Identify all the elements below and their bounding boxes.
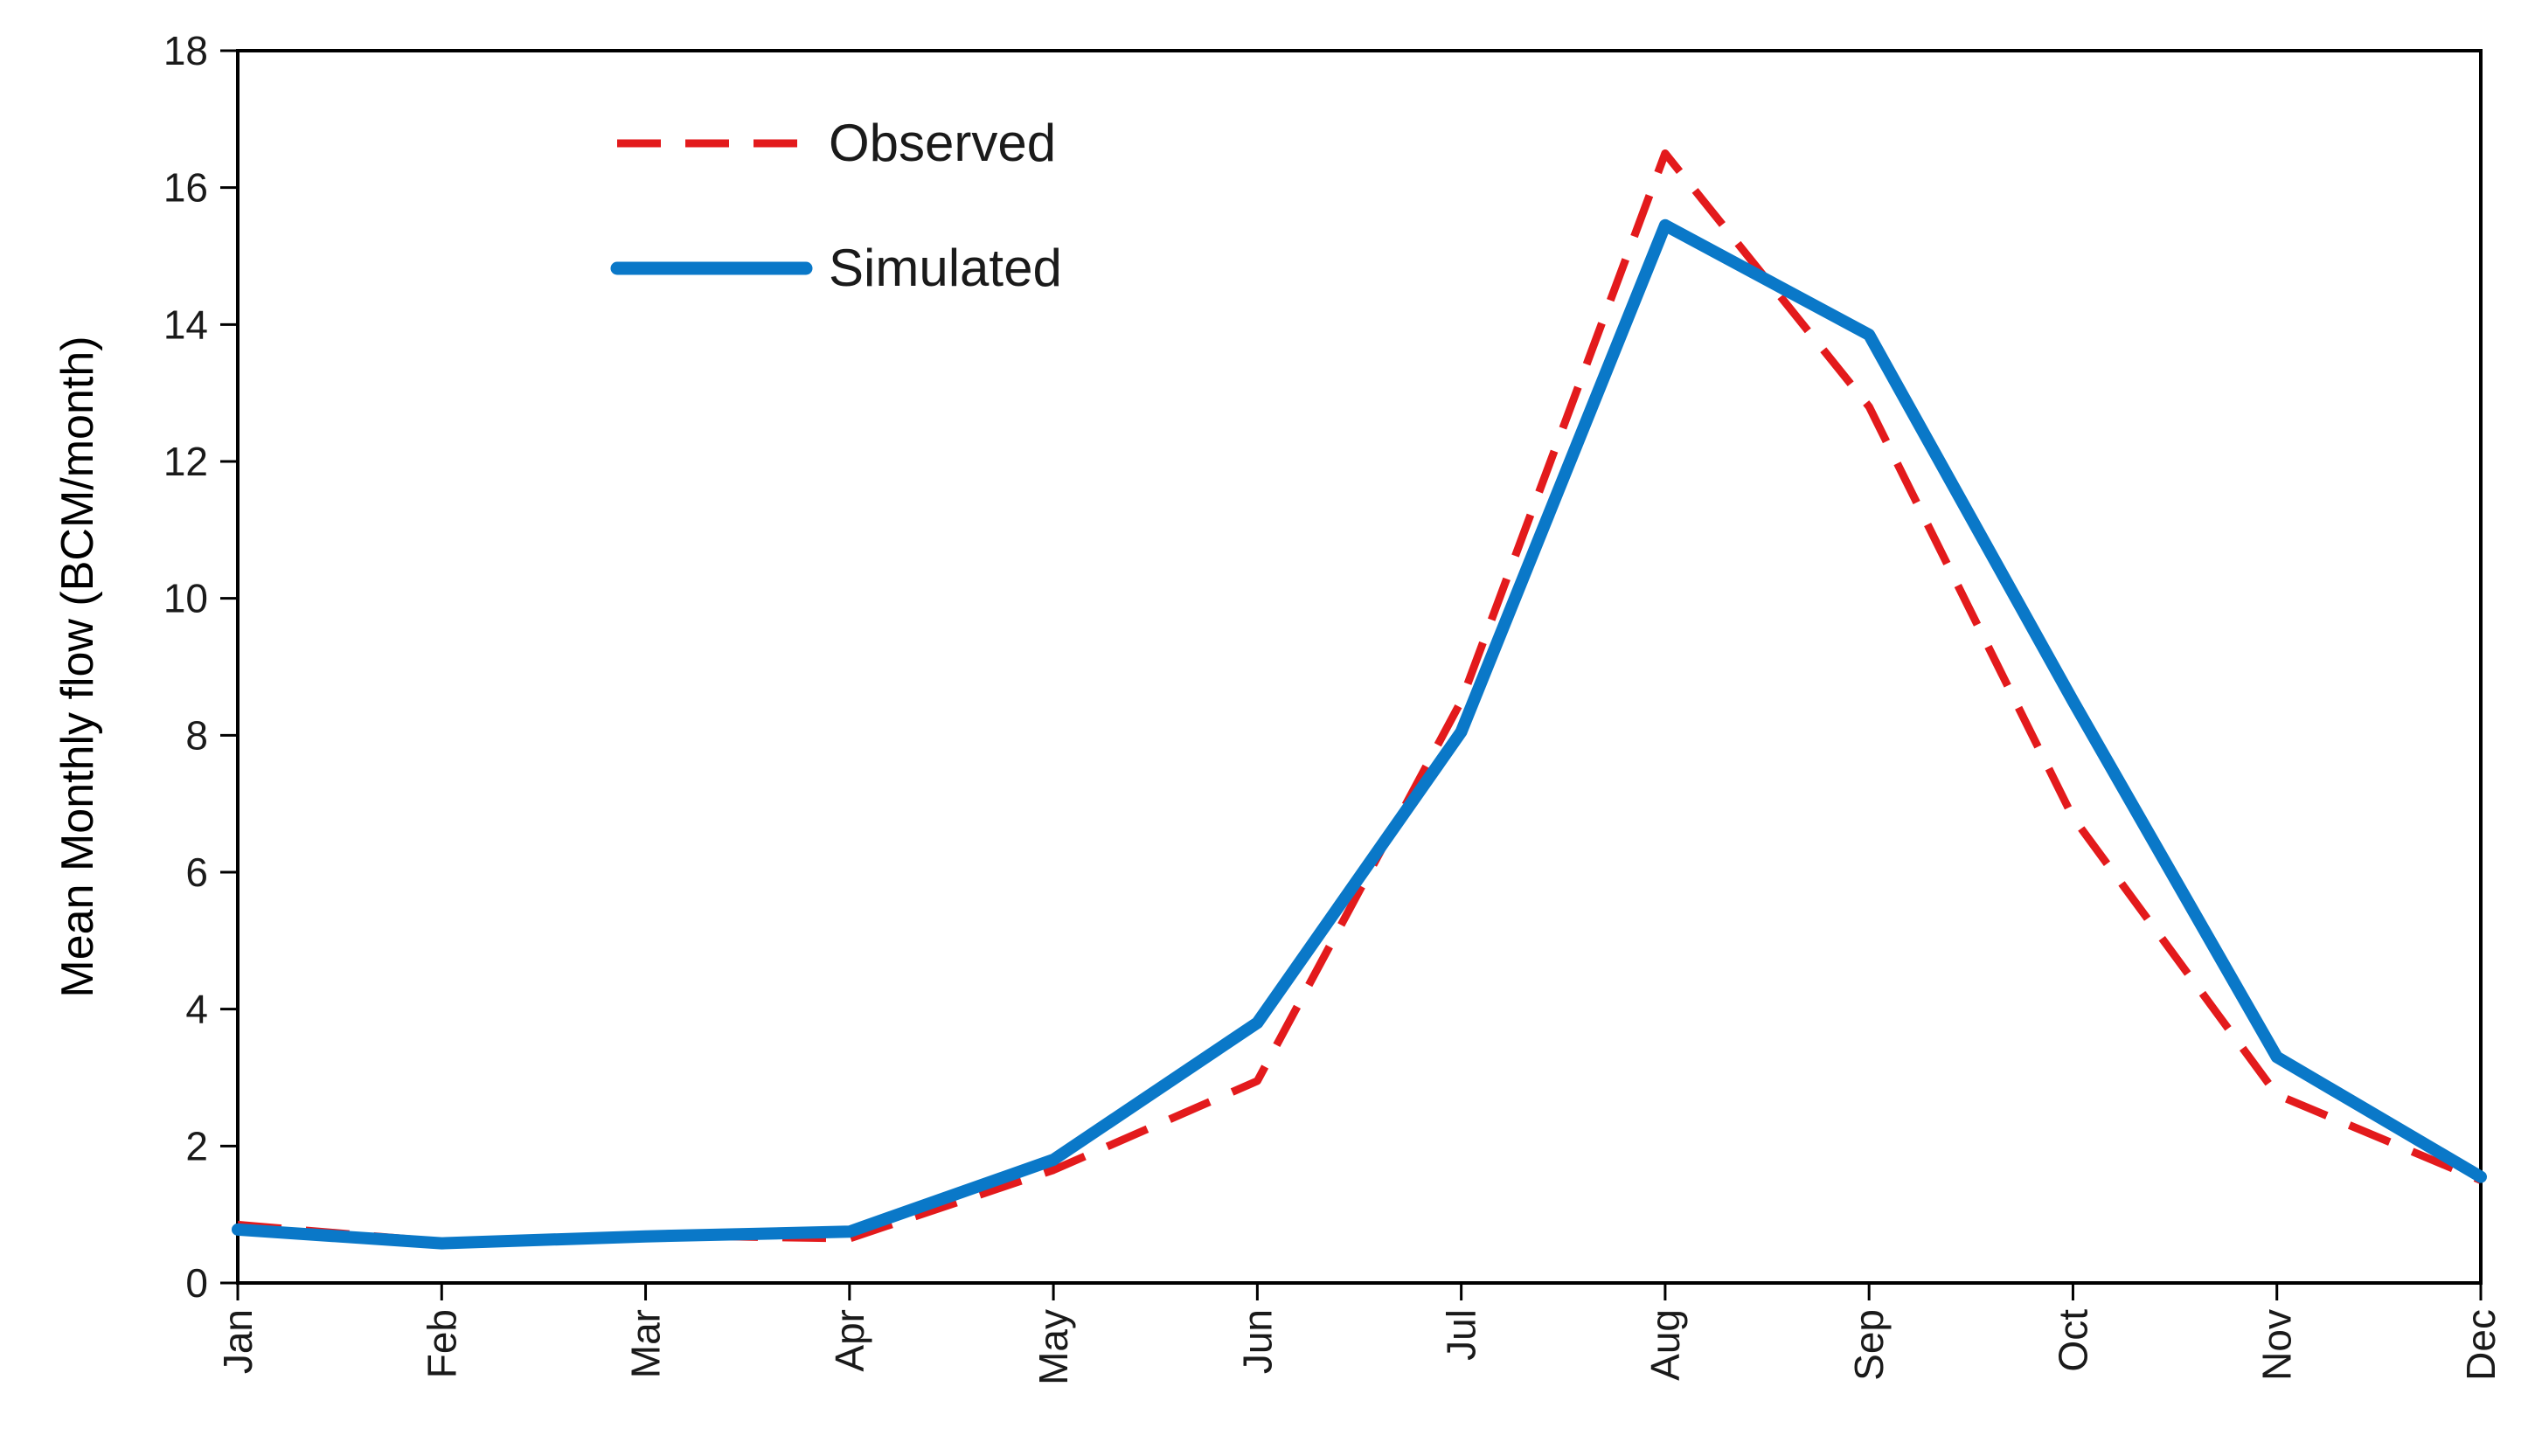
y-tick-label-14: 14 bbox=[163, 302, 208, 347]
legend-label-simulated: Simulated bbox=[829, 239, 1062, 297]
series-line-simulated bbox=[232, 218, 2487, 1250]
y-tick-label-0: 0 bbox=[185, 1260, 208, 1306]
x-axis-ticks: Jan Feb Mar Apr May Jun Jul Aug Sep Oct Nov Dec bbox=[215, 1283, 2504, 1385]
y-tick-label-16: 16 bbox=[163, 165, 208, 211]
series-line-observed bbox=[237, 149, 2483, 1246]
x-tick-label-apr: Apr bbox=[827, 1309, 872, 1372]
y-tick-label-18: 18 bbox=[163, 28, 208, 73]
x-tick-label-jul: Jul bbox=[1439, 1309, 1484, 1361]
x-tick-label-feb: Feb bbox=[419, 1309, 464, 1378]
plot-area bbox=[236, 49, 2483, 1285]
x-tick-label-nov: Nov bbox=[2254, 1309, 2300, 1381]
y-tick-label-4: 4 bbox=[185, 987, 208, 1032]
y-tick-label-12: 12 bbox=[163, 439, 208, 484]
y-axis-label: Mean Monthly flow (BCM/month) bbox=[52, 336, 103, 997]
x-tick-label-may: May bbox=[1031, 1309, 1076, 1385]
series-layer bbox=[232, 149, 2487, 1250]
x-tick-label-sep: Sep bbox=[1846, 1309, 1892, 1381]
x-tick-label-oct: Oct bbox=[2050, 1309, 2095, 1372]
y-tick-label-10: 10 bbox=[163, 576, 208, 621]
legend-label-observed: Observed bbox=[829, 114, 1056, 172]
x-tick-label-mar: Mar bbox=[623, 1309, 669, 1378]
x-tick-label-jan: Jan bbox=[215, 1309, 260, 1374]
y-tick-label-8: 8 bbox=[185, 712, 208, 758]
x-tick-label-aug: Aug bbox=[1643, 1309, 1688, 1381]
x-tick-label-dec: Dec bbox=[2458, 1309, 2504, 1381]
y-tick-label-6: 6 bbox=[185, 849, 208, 895]
y-axis-ticks: 0 2 4 6 8 10 12 14 16 18 bbox=[163, 28, 238, 1306]
legend: Observed Simulated bbox=[610, 114, 1062, 297]
x-tick-label-jun: Jun bbox=[1234, 1309, 1280, 1374]
y-tick-label-2: 2 bbox=[185, 1123, 208, 1168]
